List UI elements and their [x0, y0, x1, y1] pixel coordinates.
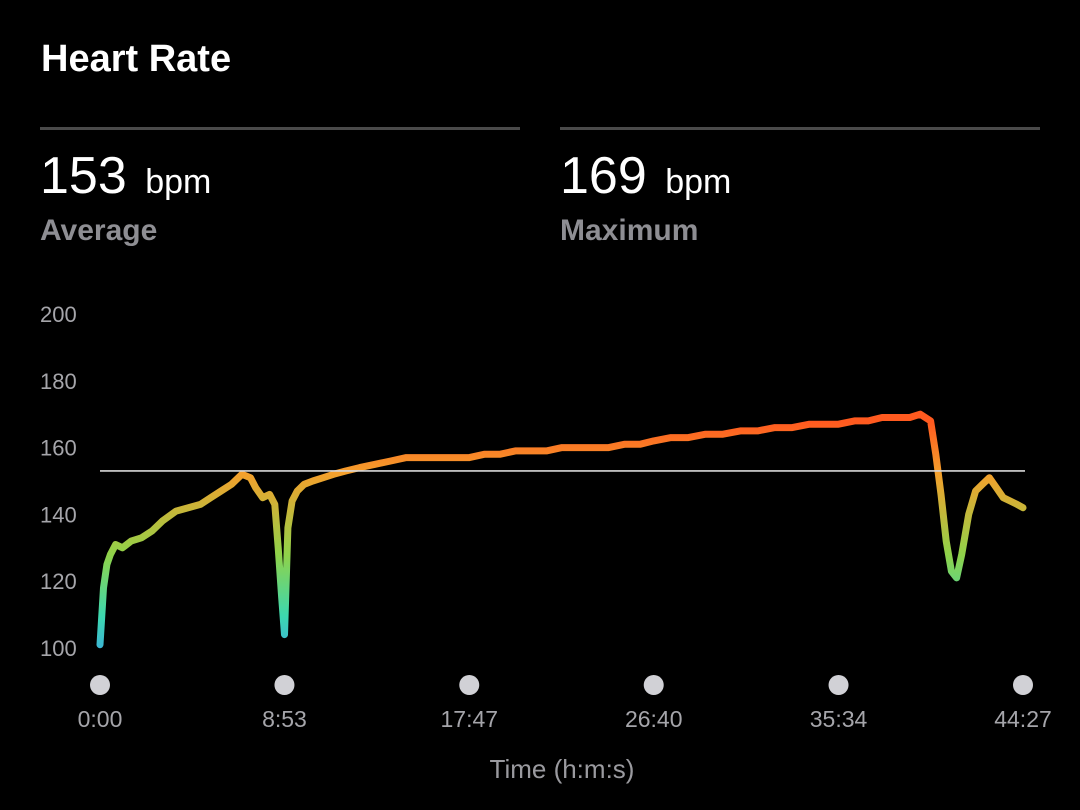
x-tick-label: 35:34 — [810, 706, 868, 732]
x-axis-label: Time (h:m:s) — [490, 754, 635, 784]
x-tick-dot — [459, 675, 480, 695]
average-stat: 153 bpm Average — [40, 127, 520, 248]
x-tick-dot — [1013, 675, 1033, 695]
maximum-value: 169 — [560, 147, 647, 205]
maximum-stat: 169 bpm Maximum — [560, 127, 1040, 248]
y-tick-label: 120 — [40, 569, 77, 594]
divider — [560, 127, 1040, 130]
x-tick-dot — [90, 675, 110, 695]
maximum-unit: bpm — [665, 163, 732, 201]
heart-rate-line — [96, 410, 1027, 649]
maximum-label: Maximum — [560, 214, 699, 247]
x-tick-label: 26:40 — [625, 706, 683, 732]
x-tick-label: 17:47 — [440, 706, 498, 732]
maximum-value-row: 169 bpm — [560, 148, 1040, 210]
y-tick-label: 140 — [40, 502, 77, 527]
y-tick-label: 180 — [40, 369, 77, 394]
average-unit: bpm — [145, 163, 212, 201]
average-value-row: 153 bpm — [40, 148, 520, 210]
y-axis: 100 120 140 160 180 200 — [40, 302, 77, 661]
heart-rate-chart: 100 120 140 160 180 200 0:00 8:53 17:47 26:40 35:… — [40, 302, 1052, 784]
x-tick-dot — [828, 675, 849, 695]
x-tick-label: 8:53 — [262, 706, 307, 732]
y-tick-label: 200 — [40, 302, 77, 327]
x-tick-label: 0:00 — [78, 706, 123, 732]
x-tick-dot — [274, 675, 295, 695]
x-axis: 0:00 8:53 17:47 26:40 35:34 44:27 — [78, 675, 1052, 732]
x-tick-label: 44:27 — [994, 706, 1052, 732]
page-title: Heart Rate — [41, 38, 232, 80]
y-tick-label: 160 — [40, 436, 77, 461]
divider — [40, 127, 520, 130]
plot-area — [96, 410, 1027, 649]
x-tick-dot — [643, 675, 664, 695]
average-label: Average — [40, 214, 158, 247]
average-value: 153 — [40, 147, 127, 205]
y-tick-label: 100 — [40, 636, 77, 661]
